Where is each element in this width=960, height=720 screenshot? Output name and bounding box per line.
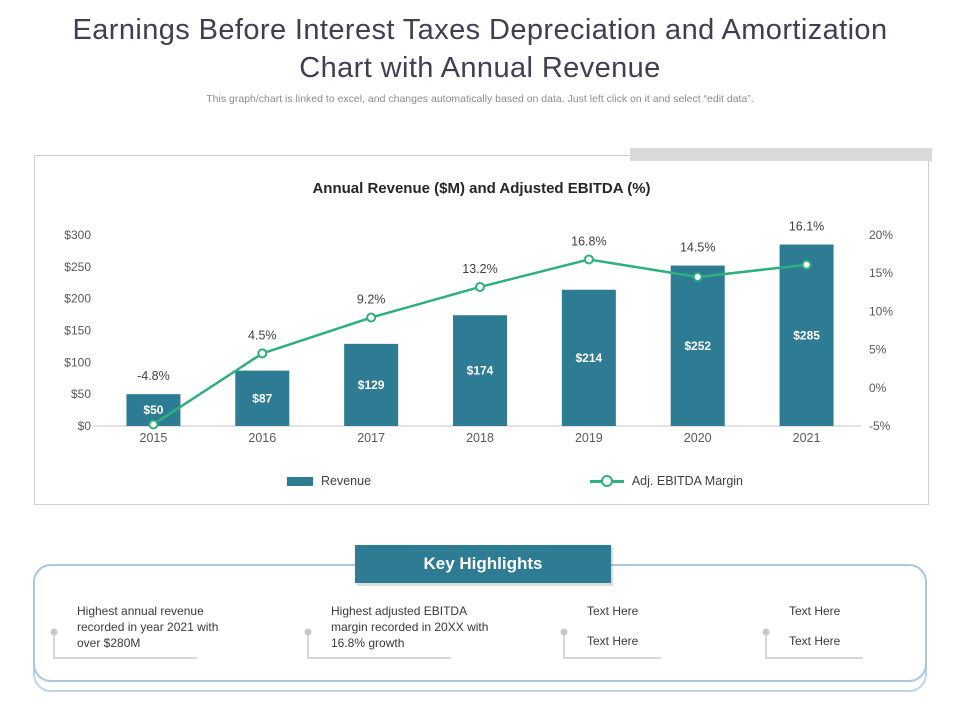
chart-legend: Revenue Adj. EBITDA Margin	[287, 474, 743, 488]
ebitda-marker-icon	[600, 475, 613, 487]
ebitda-point[interactable]	[692, 272, 703, 283]
chart-panel[interactable]: Annual Revenue ($M) and Adjusted EBITDA …	[34, 155, 929, 505]
revenue-value-label: $285	[793, 328, 820, 342]
callout-connector-icon	[304, 628, 451, 659]
highlight-item-1: Highest annual revenue recorded in year …	[49, 598, 267, 678]
legend-label-ebitda-margin: Adj. EBITDA Margin	[631, 474, 743, 488]
legend-item-revenue: Revenue	[287, 474, 371, 488]
callout-connector-icon	[762, 628, 863, 659]
revenue-bar[interactable]	[561, 289, 616, 426]
highlight-text: Text Here	[587, 604, 639, 618]
key-highlights-panel: Highest annual revenue recorded in year …	[33, 564, 927, 682]
left-axis-tick: $50	[71, 387, 91, 401]
ebitda-point[interactable]	[801, 259, 812, 270]
highlight-item-2: Highest adjusted EBITDA margin recorded …	[303, 598, 518, 678]
ebitda-point[interactable]	[148, 419, 159, 430]
ebitda-value-label: 16.8%	[571, 234, 606, 248]
left-axis-tick: $0	[78, 419, 92, 433]
page-title: Earnings Before Interest Taxes Depreciat…	[72, 14, 888, 84]
revenue-bar[interactable]	[453, 315, 507, 426]
right-axis-tick: 10%	[869, 304, 893, 318]
revenue-value-label: $87	[252, 391, 272, 405]
callout-connector-icon	[50, 628, 197, 659]
ebitda-value-label: 14.5%	[680, 241, 715, 255]
left-axis-tick: $300	[64, 228, 91, 242]
revenue-value-label: $174	[467, 364, 494, 378]
ebitda-value-label: 16.1%	[789, 220, 824, 234]
revenue-bar[interactable]	[670, 265, 725, 426]
left-axis-tick: $150	[64, 324, 91, 338]
left-axis-tick: $200	[64, 292, 91, 306]
ebitda-point[interactable]	[366, 312, 377, 323]
x-axis-label: 2015	[140, 431, 168, 445]
right-axis-tick: 15%	[869, 266, 893, 280]
highlight-text: Highest adjusted EBITDA margin recorded …	[331, 604, 489, 650]
highlight-item-3: Text Here Text Here	[559, 598, 719, 678]
left-axis-tick: $100	[64, 355, 91, 369]
key-highlights-header: Key Highlights	[355, 545, 611, 583]
ebitda-value-label: 13.2%	[462, 262, 497, 276]
decorative-strip	[630, 148, 932, 161]
x-axis-label: 2017	[357, 431, 385, 445]
slide-header: Earnings Before Interest Taxes Depreciat…	[0, 0, 960, 105]
ebitda-value-label: 9.2%	[357, 293, 386, 307]
highlight-text: Text Here	[789, 604, 841, 618]
revenue-ebitda-chart[interactable]: $300 $250 $200 $150 $100 $50 $0 20% 15% 10% 5% 0% -5…	[35, 208, 928, 456]
ebitda-value-label: 4.5%	[248, 328, 276, 342]
revenue-value-label: $214	[576, 351, 603, 365]
x-axis-label: 2021	[793, 431, 821, 445]
highlight-text: Text Here	[587, 634, 639, 648]
x-axis-label: 2019	[575, 431, 603, 445]
revenue-bar[interactable]	[344, 343, 399, 426]
legend-label-revenue: Revenue	[321, 474, 372, 488]
ebitda-point[interactable]	[257, 348, 268, 359]
revenue-bar-swatch-icon	[287, 476, 313, 486]
revenue-bar[interactable]	[779, 244, 834, 426]
ebitda-value-label: -4.8%	[137, 369, 170, 383]
revenue-value-label: $50	[143, 403, 163, 417]
ebitda-point[interactable]	[583, 254, 594, 265]
key-highlights-title: Key Highlights	[423, 554, 543, 573]
revenue-value-label: $252	[684, 339, 711, 353]
left-axis-tick: $250	[64, 260, 91, 274]
legend-item-ebitda-margin: Adj. EBITDA Margin	[589, 474, 743, 488]
right-axis-tick: 20%	[869, 228, 893, 242]
x-axis-label: 2018	[466, 431, 494, 445]
ebitda-line-swatch-icon	[589, 475, 624, 487]
highlight-item-4: Text Here Text Here	[761, 598, 921, 678]
chart-title: Annual Revenue ($M) and Adjusted EBITDA …	[312, 180, 651, 197]
revenue-bar[interactable]	[235, 370, 290, 426]
highlight-text: Highest annual revenue recorded in year …	[77, 604, 219, 650]
callout-connector-icon	[560, 628, 661, 659]
right-axis-tick: 0%	[869, 381, 887, 395]
x-axis-label: 2020	[684, 431, 712, 445]
revenue-value-label: $129	[358, 378, 385, 392]
highlight-text: Text Here	[789, 634, 841, 648]
ebitda-point[interactable]	[475, 281, 485, 292]
right-axis-tick: 5%	[869, 343, 887, 357]
right-axis-tick: -5%	[869, 419, 891, 433]
x-axis-label: 2016	[248, 431, 276, 445]
page-subtitle: This graph/chart is linked to excel, and…	[206, 93, 754, 106]
